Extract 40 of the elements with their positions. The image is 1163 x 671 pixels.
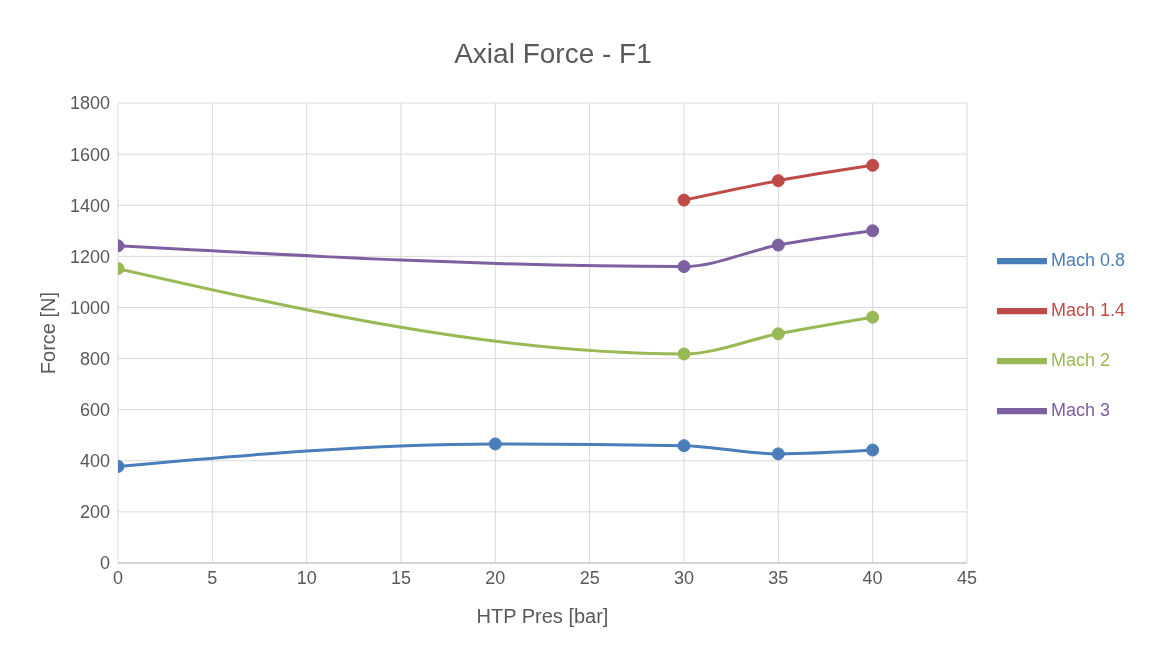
point (771, 447, 785, 461)
point (677, 193, 691, 207)
point (771, 327, 785, 341)
x-tick-label: 20 (485, 567, 506, 588)
point (677, 347, 691, 361)
x-tick-label: 40 (862, 567, 883, 588)
y-tick-label: 1200 (69, 246, 110, 267)
x-tick-label: 15 (390, 567, 411, 588)
legend-label: Mach 3 (1050, 399, 1110, 420)
y-tick-label: 600 (79, 400, 110, 421)
x-axis-title: HTP Pres [bar] (476, 605, 609, 627)
point (866, 158, 880, 172)
y-tick-label: 800 (79, 348, 110, 369)
point (677, 260, 691, 274)
x-tick-label: 5 (207, 567, 218, 588)
y-tick-label: 0 (99, 553, 110, 574)
point (488, 437, 502, 451)
y-tick-label: 400 (79, 451, 110, 472)
y-tick-label: 1800 (69, 93, 110, 114)
legend-label: Mach 0.8 (1050, 249, 1125, 270)
x-tick-label: 35 (768, 567, 789, 588)
x-tick-label: 30 (673, 567, 694, 588)
legend-label: Mach 1.4 (1050, 299, 1125, 320)
y-tick-label: 1600 (69, 144, 110, 165)
y-tick-label: 1400 (69, 195, 110, 216)
y-tick-label: 200 (79, 502, 110, 523)
x-tick-label: 0 (112, 567, 124, 588)
y-axis-title: Force [N] (37, 291, 60, 375)
legend-label: Mach 2 (1050, 349, 1110, 370)
point (677, 439, 691, 453)
point (866, 310, 880, 324)
y-tick-label: 1000 (69, 297, 110, 318)
point (866, 443, 880, 457)
point (866, 224, 880, 238)
x-tick-label: 10 (296, 567, 317, 588)
chart-title: Axial Force - F1 (453, 38, 653, 70)
x-tick-label: 45 (956, 567, 977, 588)
x-tick-label: 25 (579, 567, 600, 588)
point (771, 238, 785, 252)
point (771, 174, 785, 188)
